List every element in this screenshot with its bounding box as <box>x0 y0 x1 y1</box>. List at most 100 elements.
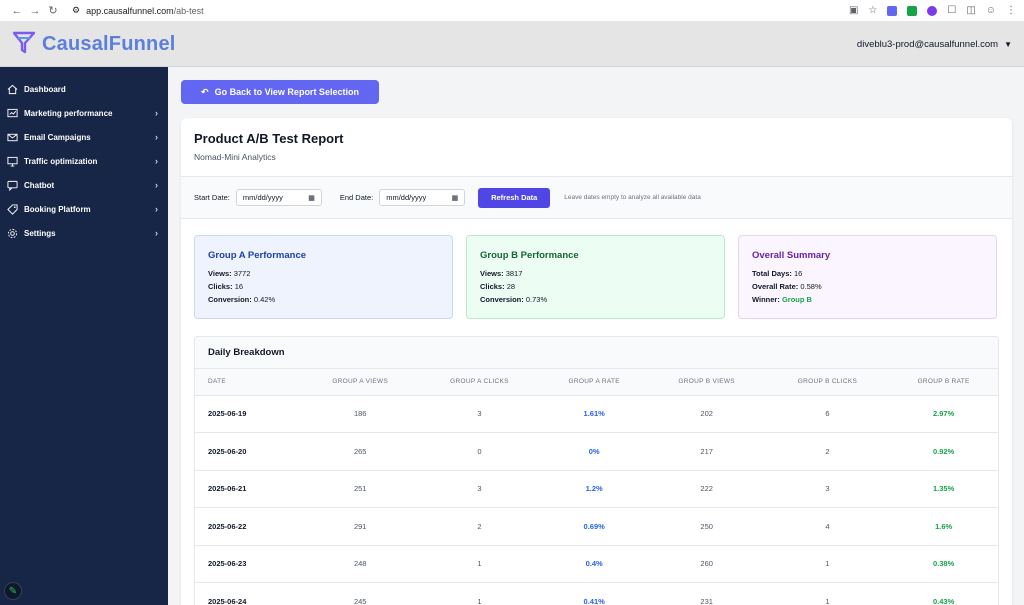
logo[interactable]: CausalFunnel <box>12 30 176 59</box>
start-date-input[interactable]: mm/dd/yyyy ▦ <box>235 189 322 206</box>
table-title: Daily Breakdown <box>195 337 998 369</box>
group-b-rate-cell: 2.97% <box>889 395 998 433</box>
reload-icon[interactable]: ↻ <box>48 5 58 17</box>
sidebar-item-settings[interactable]: Settings › <box>0 221 168 245</box>
group-a-clicks-cell: 2 <box>418 507 541 546</box>
group-b-rate-cell: 0.43% <box>889 582 998 605</box>
pencil-icon: ✎ <box>8 585 18 597</box>
sidebar-item-label: Booking Platform <box>24 204 91 214</box>
page-title: Product A/B Test Report <box>194 131 344 146</box>
card-title: Group A Performance <box>208 250 307 261</box>
group-b-views-cell: 202 <box>647 395 766 433</box>
daily-breakdown: Daily Breakdown Date Group A Views Group… <box>194 336 999 605</box>
conversion-stat: Conversion: 0.73% <box>480 295 548 304</box>
funnel-logo-icon <box>12 30 36 59</box>
chevron-right-icon: › <box>155 204 158 214</box>
gear-icon <box>6 227 18 239</box>
date-cell: 2025-06-20 <box>195 432 303 471</box>
group-a-views-cell: 291 <box>302 507 419 546</box>
url-path: /ab-test <box>173 5 204 16</box>
group-a-clicks-cell: 3 <box>418 470 541 508</box>
sidebar-item-label: Dashboard <box>24 84 66 94</box>
group-b-rate-cell: 0.92% <box>889 432 998 471</box>
profile-icon[interactable]: ☺ <box>985 5 996 16</box>
sidebar-item-label: Marketing performance <box>24 108 113 118</box>
end-date-input[interactable]: mm/dd/yyyy ▦ <box>379 189 466 206</box>
url-host: app.causalfunnel.com <box>86 5 174 16</box>
menu-dots-icon[interactable]: ⋮ <box>1006 5 1016 16</box>
sidebar-item-chatbot[interactable]: Chatbot › <box>0 173 168 197</box>
group-a-rate-cell: 1.2% <box>540 470 648 508</box>
summary-cards: Group A Performance Views: 3772 Clicks: … <box>181 219 1012 319</box>
table-row: 2025-06-23 248 1 0.4% 260 1 0.38% <box>195 545 998 583</box>
group-b-views-cell: 231 <box>647 582 766 605</box>
group-a-views-cell: 265 <box>302 432 419 471</box>
group-a-views-cell: 245 <box>302 582 419 605</box>
browser-toolbar: ← → ↻ ⚙ app.causalfunnel.com/ab-test ▣ ☆… <box>0 0 1024 22</box>
total-days-stat: Total Days: 16 <box>752 269 803 278</box>
group-b-clicks-cell: 4 <box>765 507 890 546</box>
edit-pencil-button[interactable]: ✎ <box>4 582 22 600</box>
group-b-rate-cell: 1.35% <box>889 470 998 508</box>
clicks-stat: Clicks: 16 <box>208 282 244 291</box>
sidebar-item-dashboard[interactable]: Dashboard <box>0 77 168 101</box>
calendar-icon[interactable]: ▦ <box>308 194 315 202</box>
go-back-button[interactable]: ↶ Go Back to View Report Selection <box>181 80 379 104</box>
filter-hint: Leave dates empty to analyze all availab… <box>564 194 701 201</box>
group-b-views-cell: 217 <box>647 432 766 471</box>
column-header: Group B Views <box>647 369 766 396</box>
calendar-icon[interactable]: ▦ <box>451 194 459 202</box>
date-cell: 2025-06-24 <box>195 582 303 605</box>
date-cell: 2025-06-22 <box>195 507 303 546</box>
sidebar-item-booking-platform[interactable]: Booking Platform › <box>0 197 168 221</box>
group-a-clicks-cell: 1 <box>418 582 541 605</box>
back-arrow-icon[interactable]: ← <box>11 4 23 17</box>
overall-summary-card: Overall Summary Total Days: 16 Overall R… <box>738 235 997 319</box>
group-a-rate-cell: 0.41% <box>540 582 648 605</box>
group-a-views-cell: 186 <box>302 395 419 433</box>
logo-text: CausalFunnel <box>42 32 176 55</box>
chevron-right-icon: › <box>155 132 158 142</box>
report-panel: Product A/B Test Report Nomad-Mini Analy… <box>181 118 1012 605</box>
group-a-rate-cell: 0.4% <box>540 545 648 583</box>
column-header: Date <box>195 369 303 396</box>
group-b-clicks-cell: 6 <box>765 395 890 433</box>
winner-value: Group B <box>781 295 812 304</box>
forward-arrow-icon[interactable]: → <box>29 4 41 17</box>
sidebar-item-marketing-performance[interactable]: Marketing performance › <box>0 101 168 125</box>
home-icon <box>6 83 18 95</box>
chevron-right-icon: › <box>155 108 158 118</box>
user-menu[interactable]: diveblu3-prod@causalfunnel.com ▼ <box>857 39 1012 50</box>
extension-icon[interactable] <box>887 5 898 16</box>
split-view-icon[interactable]: ◫ <box>966 5 976 16</box>
end-date-label: End Date: <box>339 193 374 202</box>
winner-stat: Winner: Group B <box>752 295 812 304</box>
table-row: 2025-06-21 251 3 1.2% 222 3 1.35% <box>195 470 998 508</box>
conversion-stat: Conversion: 0.42% <box>208 295 276 304</box>
group-b-clicks-cell: 3 <box>765 470 890 508</box>
page-subtitle: Nomad-Mini Analytics <box>194 152 276 162</box>
group-a-rate-cell: 0% <box>540 432 648 471</box>
extension-icon[interactable] <box>907 5 918 16</box>
sidebar-item-email-campaigns[interactable]: Email Campaigns › <box>0 125 168 149</box>
card-title: Group B Performance <box>480 250 579 261</box>
group-b-views-cell: 260 <box>647 545 766 583</box>
cast-icon[interactable]: ▣ <box>848 5 859 16</box>
tag-icon <box>6 203 18 215</box>
user-email: diveblu3-prod@causalfunnel.com <box>856 38 999 50</box>
bookmark-star-icon[interactable]: ☆ <box>868 5 878 16</box>
group-a-card: Group A Performance Views: 3772 Clicks: … <box>194 235 453 319</box>
puzzle-icon[interactable]: ☐ <box>947 5 957 16</box>
sidebar-item-label: Traffic optimization <box>24 156 98 166</box>
address-bar[interactable]: ⚙ app.causalfunnel.com/ab-test <box>72 5 204 16</box>
date-cell: 2025-06-19 <box>195 395 303 433</box>
clicks-stat: Clicks: 28 <box>480 282 516 291</box>
refresh-data-button[interactable]: Refresh Data <box>478 187 551 208</box>
group-a-rate-cell: 1.61% <box>540 395 648 433</box>
sidebar-item-traffic-optimization[interactable]: Traffic optimization › <box>0 149 168 173</box>
sidebar: Dashboard Marketing performance › Email … <box>0 67 168 605</box>
site-info-icon[interactable]: ⚙ <box>72 5 81 15</box>
chat-icon <box>6 179 18 191</box>
table-row: 2025-06-22 291 2 0.69% 250 4 1.6% <box>195 507 998 546</box>
extension-icon[interactable] <box>927 5 938 16</box>
